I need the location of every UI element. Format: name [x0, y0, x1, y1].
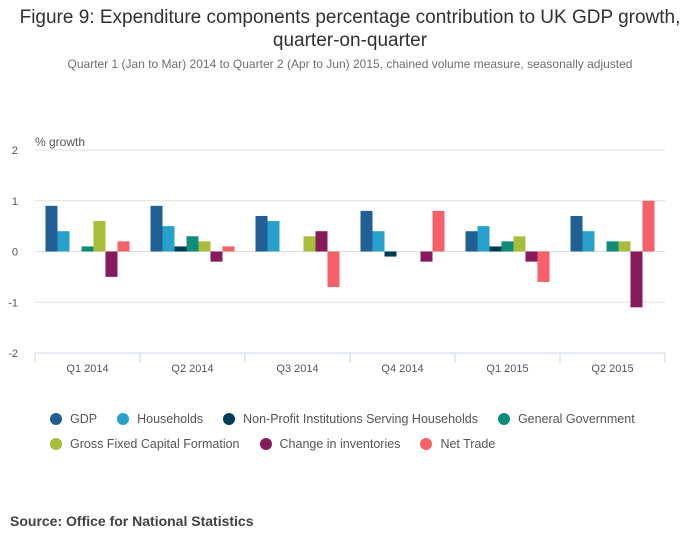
- legend-marker-icon: [420, 437, 433, 450]
- legend-item[interactable]: General Government: [497, 411, 635, 426]
- bar-households-q1-2015: [477, 226, 490, 252]
- source-note: Source: Office for National Statistics: [10, 513, 254, 529]
- x-tick-label: Q2 2014: [171, 363, 213, 375]
- bar-net-trade-q1-2015: [537, 251, 550, 282]
- legend-marker-icon: [497, 412, 510, 425]
- bar-change-in-inventories-q1-2015: [525, 251, 538, 262]
- bar-general-government-q2-2015: [606, 241, 619, 252]
- bar-general-government-q1-2014: [81, 246, 94, 252]
- bar-general-government-q2-2014: [186, 236, 199, 252]
- x-tick-label: Q1 2014: [66, 363, 108, 375]
- bar-gdp-q2-2014: [150, 205, 163, 252]
- bar-gdp-q2-2015: [570, 215, 583, 252]
- bar-households-q2-2015: [582, 231, 595, 252]
- bar-households-q1-2014: [57, 231, 70, 252]
- bar-change-in-inventories-q4-2014: [420, 251, 433, 262]
- x-tick-label: Q4 2014: [381, 363, 423, 375]
- legend-item[interactable]: Non-Profit Institutions Serving Househol…: [223, 412, 478, 426]
- legend-label: GDP: [70, 411, 98, 426]
- bar-gross-fixed-capital-formation-q3-2014: [303, 236, 316, 252]
- bar-change-in-inventories-q1-2014: [105, 251, 118, 277]
- bar-households-q2-2014: [162, 226, 175, 252]
- bar-households-q4-2014: [372, 231, 385, 252]
- bar-change-in-inventories-q2-2014: [210, 251, 223, 262]
- legend-marker-icon: [223, 412, 236, 425]
- gridlines: [35, 149, 665, 303]
- legend-item[interactable]: GDP: [50, 412, 97, 426]
- x-tick-label: Q2 2015: [591, 363, 633, 375]
- chart-subtitle: Quarter 1 (Jan to Mar) 2014 to Quarter 2…: [67, 57, 633, 71]
- y-axis-label: % growth: [35, 135, 85, 149]
- x-tick-label: Q3 2014: [276, 363, 318, 375]
- y-axis-ticks: 2 1 0 -1 -2: [8, 145, 18, 360]
- legend-item[interactable]: Change in inventories: [259, 436, 401, 451]
- legend-marker-icon: [50, 412, 62, 425]
- legend-label: General Government: [517, 411, 635, 426]
- legend-label: Non-Profit Institutions Serving Househol…: [243, 411, 478, 426]
- bar-general-government-q1-2015: [501, 241, 514, 252]
- legend-label: Net Trade: [440, 436, 496, 451]
- x-tick-label: Q1 2015: [486, 363, 528, 375]
- bar-gdp-q4-2014: [360, 210, 373, 252]
- bar-net-trade-q4-2014: [432, 210, 445, 252]
- bar-non-profit-institutions-serving-households-q1-2015: [489, 246, 502, 252]
- legend-label: Households: [137, 411, 204, 426]
- bar-gdp-q1-2014: [45, 205, 58, 252]
- legend-marker-icon: [259, 437, 272, 450]
- bar-non-profit-institutions-serving-households-q2-2014: [174, 246, 187, 252]
- y-tick-label: 2: [12, 145, 18, 157]
- bar-gross-fixed-capital-formation-q2-2014: [198, 241, 211, 252]
- legend-item[interactable]: Net Trade: [420, 437, 495, 451]
- bar-net-trade-q1-2014: [117, 241, 130, 252]
- bar-change-in-inventories-q2-2015: [630, 251, 643, 308]
- legend-label: Change in inventories: [279, 436, 401, 451]
- bar-gross-fixed-capital-formation-q1-2014: [93, 221, 106, 252]
- bar-net-trade-q3-2014: [327, 251, 340, 288]
- legend-marker-icon: [50, 437, 62, 450]
- bars: [45, 200, 655, 308]
- bar-chart: 2 1 0 -1 -2 % growth Q1 2014 Q2 2014 Q3 2014 Q4…: [8, 135, 666, 375]
- bar-gross-fixed-capital-formation-q1-2015: [513, 236, 526, 252]
- chart-title: Figure 9: Expenditure components percent…: [19, 7, 681, 51]
- y-tick-label: -2: [8, 348, 18, 360]
- legend-item[interactable]: Households: [117, 412, 203, 426]
- bar-change-in-inventories-q3-2014: [315, 231, 328, 252]
- bar-gdp-q3-2014: [255, 215, 268, 252]
- legend-item[interactable]: Gross Fixed Capital Formation: [50, 437, 240, 451]
- bar-gdp-q1-2015: [465, 231, 478, 252]
- y-tick-label: 0: [12, 247, 18, 259]
- y-tick-label: 1: [12, 196, 18, 208]
- bar-gross-fixed-capital-formation-q2-2015: [618, 241, 631, 252]
- y-tick-label: -1: [8, 297, 18, 309]
- bar-net-trade-q2-2015: [642, 200, 655, 252]
- bar-households-q3-2014: [267, 221, 280, 252]
- legend: GDP Households Non-Profit Institutions Ser…: [50, 406, 680, 456]
- bar-net-trade-q2-2014: [222, 246, 235, 252]
- legend-label: Gross Fixed Capital Formation: [70, 436, 240, 451]
- legend-marker-icon: [117, 412, 130, 425]
- x-axis: Q1 2014 Q2 2014 Q3 2014 Q4 2014 Q1 2015 Q2 20…: [34, 352, 666, 375]
- bar-non-profit-institutions-serving-households-q4-2014: [384, 251, 397, 257]
